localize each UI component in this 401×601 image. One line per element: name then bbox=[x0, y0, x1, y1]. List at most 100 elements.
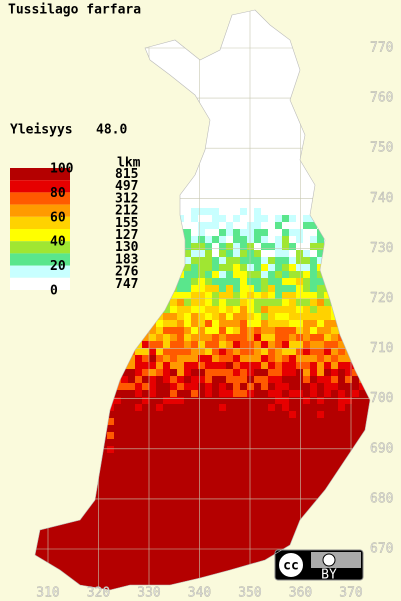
cell bbox=[254, 383, 261, 390]
cell bbox=[275, 61, 282, 68]
legend-swatch bbox=[10, 253, 70, 266]
cell bbox=[198, 313, 205, 320]
cell bbox=[121, 523, 128, 530]
cell bbox=[268, 201, 275, 208]
cell bbox=[212, 453, 219, 460]
cell bbox=[100, 509, 107, 516]
cell bbox=[233, 530, 240, 537]
cell bbox=[93, 495, 100, 502]
cell bbox=[282, 418, 289, 425]
cell bbox=[233, 383, 240, 390]
cell bbox=[191, 285, 198, 292]
cell bbox=[296, 166, 303, 173]
cell bbox=[191, 194, 198, 201]
cell bbox=[282, 516, 289, 523]
cell bbox=[247, 229, 254, 236]
cell bbox=[226, 516, 233, 523]
cell bbox=[177, 404, 184, 411]
cell bbox=[303, 425, 310, 432]
cell bbox=[240, 131, 247, 138]
cell bbox=[233, 187, 240, 194]
cell bbox=[289, 355, 296, 362]
cell bbox=[268, 516, 275, 523]
cell bbox=[282, 537, 289, 544]
cell bbox=[282, 376, 289, 383]
cell bbox=[247, 509, 254, 516]
cell bbox=[282, 446, 289, 453]
cell bbox=[289, 488, 296, 495]
cell bbox=[205, 488, 212, 495]
cell bbox=[135, 467, 142, 474]
cell bbox=[170, 334, 177, 341]
cell bbox=[296, 306, 303, 313]
cell bbox=[142, 474, 149, 481]
cell bbox=[296, 152, 303, 159]
cell bbox=[191, 544, 198, 551]
cell bbox=[268, 47, 275, 54]
cell bbox=[282, 341, 289, 348]
cell bbox=[324, 348, 331, 355]
cell bbox=[247, 390, 254, 397]
cell bbox=[121, 530, 128, 537]
legend-count: 815 bbox=[115, 167, 138, 182]
cell bbox=[331, 453, 338, 460]
cell bbox=[247, 355, 254, 362]
cell bbox=[205, 271, 212, 278]
cell bbox=[212, 236, 219, 243]
cell bbox=[275, 271, 282, 278]
cell bbox=[282, 411, 289, 418]
cell bbox=[128, 572, 135, 579]
cell bbox=[170, 47, 177, 54]
cell bbox=[317, 418, 324, 425]
cell bbox=[268, 96, 275, 103]
cell bbox=[184, 411, 191, 418]
cell bbox=[219, 509, 226, 516]
cell bbox=[149, 509, 156, 516]
cell bbox=[177, 194, 184, 201]
cell bbox=[282, 299, 289, 306]
cell bbox=[191, 257, 198, 264]
cell bbox=[275, 411, 282, 418]
cell bbox=[86, 544, 93, 551]
cell bbox=[170, 502, 177, 509]
cell bbox=[198, 495, 205, 502]
cell bbox=[142, 334, 149, 341]
cell bbox=[219, 68, 226, 75]
cell bbox=[261, 551, 268, 558]
cell bbox=[226, 502, 233, 509]
cell bbox=[282, 264, 289, 271]
cell bbox=[86, 523, 93, 530]
cell bbox=[289, 299, 296, 306]
cell bbox=[331, 439, 338, 446]
cell bbox=[156, 334, 163, 341]
cell bbox=[142, 453, 149, 460]
cell bbox=[352, 390, 359, 397]
cell bbox=[170, 397, 177, 404]
cell bbox=[100, 523, 107, 530]
cell bbox=[212, 516, 219, 523]
cell bbox=[226, 313, 233, 320]
cell bbox=[198, 425, 205, 432]
cell bbox=[261, 383, 268, 390]
cell bbox=[79, 523, 86, 530]
cell bbox=[254, 103, 261, 110]
cell bbox=[205, 257, 212, 264]
cell bbox=[205, 425, 212, 432]
cell bbox=[233, 201, 240, 208]
cell bbox=[114, 453, 121, 460]
cell bbox=[135, 551, 142, 558]
cell bbox=[198, 61, 205, 68]
cell bbox=[198, 299, 205, 306]
cell bbox=[254, 257, 261, 264]
cell bbox=[135, 425, 142, 432]
cell bbox=[338, 418, 345, 425]
cell bbox=[142, 411, 149, 418]
cell bbox=[268, 376, 275, 383]
cell bbox=[268, 390, 275, 397]
cell bbox=[247, 96, 254, 103]
cell bbox=[233, 75, 240, 82]
cell bbox=[205, 110, 212, 117]
cell bbox=[184, 215, 191, 222]
cell bbox=[233, 313, 240, 320]
y-tick-label: 760 bbox=[370, 91, 393, 106]
